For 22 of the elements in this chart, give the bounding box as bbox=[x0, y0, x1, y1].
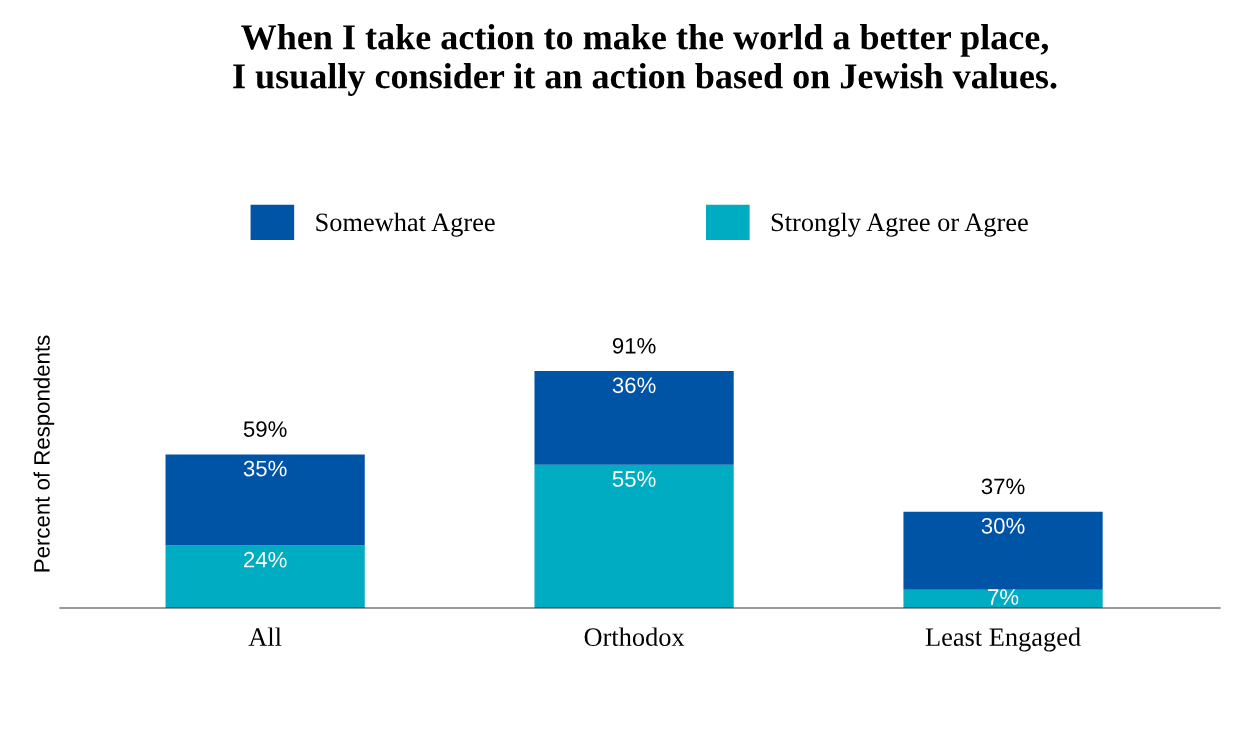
bar bbox=[534, 371, 734, 465]
bar bbox=[903, 511, 1103, 590]
total-label: 37% bbox=[981, 478, 1025, 495]
bar bbox=[903, 589, 1103, 608]
x-tick-label: Least Engaged bbox=[925, 627, 1081, 652]
data-label: 30% bbox=[981, 517, 1025, 534]
total-label: 91% bbox=[612, 337, 656, 354]
legend-label: Somewhat Agree bbox=[316, 212, 495, 237]
bar bbox=[534, 464, 734, 608]
data-label: 35% bbox=[243, 460, 287, 477]
x-tick-label: Orthodox bbox=[584, 627, 685, 647]
y-axis-title: Percent of Respondents bbox=[33, 335, 55, 572]
legend-label: Strongly Agree or Agree bbox=[771, 212, 1028, 237]
data-label: 7% bbox=[988, 589, 1019, 605]
total-label: 59% bbox=[243, 421, 287, 437]
data-label: 55% bbox=[612, 471, 656, 487]
chart-title: When I take action to make the world a better place, I usually consider it an action based on Jewish values. bbox=[233, 24, 1057, 96]
data-label: 36% bbox=[612, 377, 656, 394]
data-label: 24% bbox=[244, 551, 287, 568]
x-tick-label: All bbox=[248, 627, 282, 646]
bar bbox=[165, 545, 365, 608]
bar bbox=[165, 454, 365, 546]
